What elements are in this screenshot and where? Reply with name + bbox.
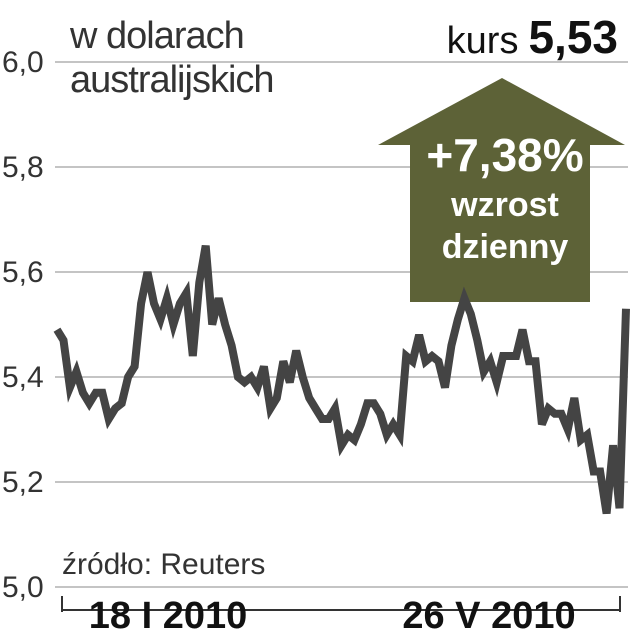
rate-label: kurs — [446, 20, 519, 62]
title-line-1: w dolarach — [70, 15, 245, 57]
current-rate: kurs 5,53 — [447, 10, 618, 64]
y-tick-label: 5,2 — [2, 466, 44, 499]
rate-value: 5,53 — [528, 11, 618, 63]
x-label-start: 18 I 2010 — [89, 595, 247, 637]
y-tick-label: 6,0 — [2, 46, 44, 79]
y-axis-ticks: 6,0 5,8 5,6 5,4 5,2 5,0 — [2, 46, 44, 604]
title-line-2: australijskich — [70, 59, 275, 101]
chart-title: w dolarach australijskich — [70, 14, 275, 102]
y-tick-label: 5,0 — [2, 571, 44, 604]
badge-change: +7,38% — [426, 129, 584, 181]
arrow-badge — [378, 78, 625, 302]
badge-line-1: wzrost — [451, 186, 559, 224]
x-label-end: 26 V 2010 — [402, 595, 575, 637]
x-axis — [61, 596, 621, 612]
y-tick-label: 5,8 — [2, 151, 44, 184]
series-line — [53, 245, 630, 515]
y-tick-label: 5,4 — [2, 361, 44, 394]
y-tick-label: 5,6 — [2, 256, 44, 289]
source-note: źródło: Reuters — [62, 548, 266, 581]
badge-line-2: dzienny — [441, 228, 569, 266]
